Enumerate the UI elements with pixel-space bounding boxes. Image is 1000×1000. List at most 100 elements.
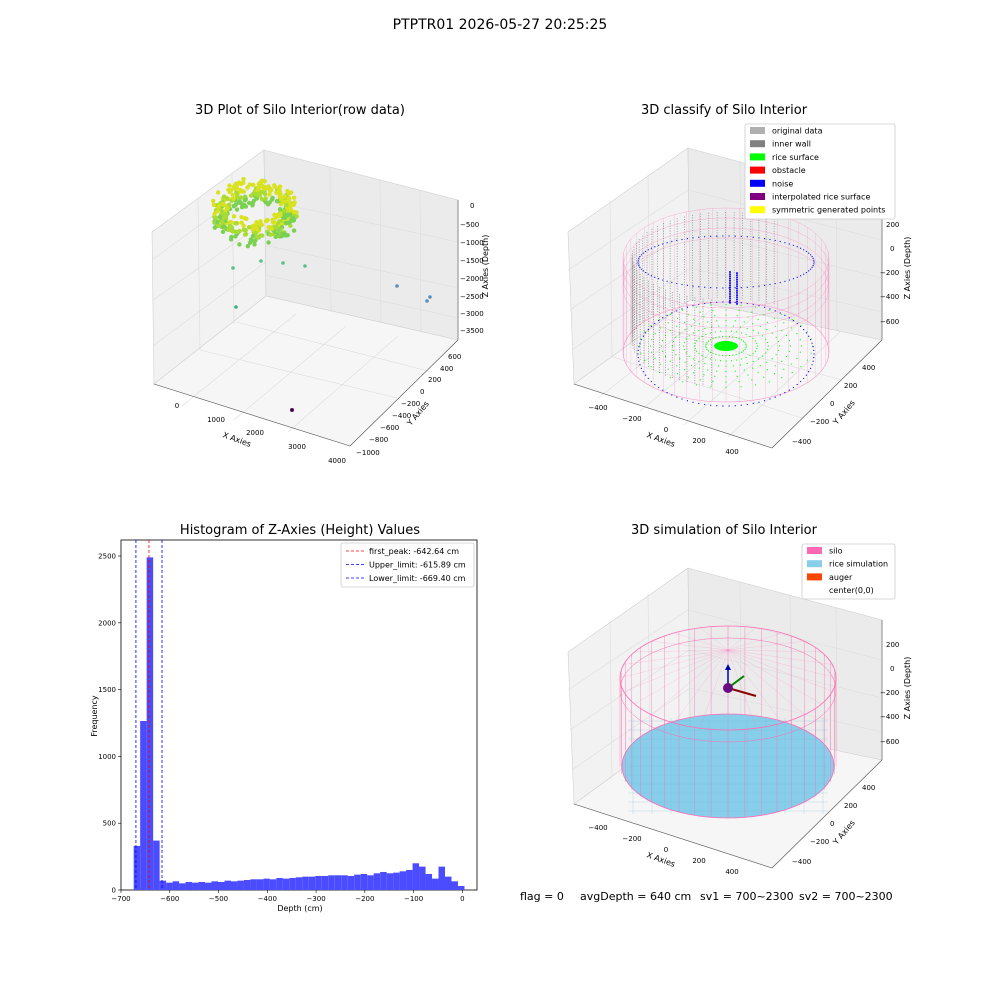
rice-surface-point [718, 336, 720, 338]
noise-point [729, 277, 731, 280]
rice-surface-point [730, 360, 733, 362]
noise-point [788, 279, 790, 281]
noise-point [704, 286, 706, 288]
rice-surface-point [701, 335, 703, 337]
raw-y-tick: −600 [380, 424, 399, 432]
noise-point [736, 276, 738, 279]
raw-z-tick: −3000 [460, 310, 484, 318]
simulation-y-tick: 200 [844, 802, 857, 810]
raw-x-tick: 4000 [328, 457, 346, 465]
rice-surface-point [725, 360, 727, 362]
noise-point [784, 392, 786, 394]
noise-point [774, 239, 776, 242]
noise-point [647, 328, 649, 331]
rice-surface-point [651, 339, 653, 341]
noise-point [736, 300, 738, 303]
raw-point [267, 192, 272, 197]
rice-surface-point [736, 375, 738, 377]
rice-surface-point [800, 345, 803, 347]
rice-surface-point [759, 364, 761, 367]
raw-point [263, 196, 268, 201]
raw-plot-title: 3D Plot of Silo Interior(row data) [195, 103, 405, 118]
histogram-bar [393, 872, 400, 890]
rice-surface-point [745, 333, 747, 336]
histogram-bar [354, 874, 361, 890]
raw-point [291, 228, 297, 233]
histogram-bar [360, 873, 368, 890]
rice-surface-point [699, 311, 701, 313]
rice-surface-point [685, 352, 687, 354]
simulation-y-tick: −200 [810, 838, 829, 846]
raw-point [294, 214, 299, 219]
noise-point [792, 278, 795, 280]
rice-surface-point [754, 384, 757, 386]
rice-surface-point [705, 345, 707, 347]
raw-point [248, 237, 254, 242]
rice-surface-point [749, 355, 751, 357]
noise-point [640, 268, 643, 270]
histogram-bar [276, 877, 283, 890]
silo-roof-line [634, 649, 729, 653]
rice-surface-point [712, 309, 714, 312]
noise-point [812, 346, 814, 348]
histogram-bar [425, 873, 433, 890]
rice-surface-point [694, 342, 696, 345]
rice-surface-point [703, 374, 705, 376]
classify-x-label: X Axies [645, 430, 676, 449]
raw-point [250, 233, 256, 239]
rice-surface-point [771, 332, 773, 334]
rice-surface-point [714, 375, 716, 377]
simulation-z-tick: −600 [880, 738, 899, 746]
raw-point [243, 197, 248, 202]
rice-surface-point [691, 364, 693, 367]
rice-surface-point [676, 325, 678, 327]
rice-surface-point [710, 386, 712, 388]
raw-point [228, 219, 233, 225]
histogram-bar [302, 876, 309, 890]
rice-surface-point [725, 309, 727, 311]
classify-z-label: Z Axies (Depth) [903, 237, 912, 300]
rice-surface-point [775, 336, 777, 338]
rice-surface-point [710, 304, 712, 306]
raw-point [262, 191, 268, 197]
histogram-bar [211, 881, 218, 890]
noise-point [803, 249, 805, 251]
rice-surface-point [712, 337, 714, 340]
noise-point [657, 319, 660, 322]
noise-point [769, 238, 771, 241]
simulation-z-label: Z Axies (Depth) [903, 657, 912, 720]
rice-surface-point [692, 332, 695, 334]
noise-point [758, 285, 760, 287]
rice-surface-point [768, 381, 770, 383]
histogram-bar [192, 882, 199, 890]
histogram-y-tick: 500 [103, 820, 116, 828]
noise-point [774, 396, 776, 398]
noise-point [642, 371, 644, 373]
rice-surface-point [716, 320, 718, 322]
raw-point [221, 194, 227, 199]
rice-surface-point [691, 325, 693, 328]
histogram-title: Histogram of Z-Axies (Height) Values [179, 523, 421, 538]
noise-point [779, 312, 781, 314]
rice-surface-point [756, 345, 758, 347]
noise-point [729, 279, 731, 282]
noise-point [640, 339, 643, 341]
rice-surface-point [669, 313, 672, 315]
raw-point [277, 184, 283, 189]
raw-point [248, 193, 254, 198]
rice-surface-point [790, 327, 792, 329]
raw-point [237, 242, 242, 247]
noise-point [637, 353, 639, 355]
histogram-bar [224, 880, 231, 890]
legend-label: inner wall [772, 140, 811, 149]
rice-surface-point [718, 325, 720, 327]
rice-surface-point [692, 358, 695, 360]
noise-point [729, 273, 731, 276]
raw-point [241, 223, 246, 229]
noise-point [734, 301, 736, 303]
noise-point [746, 302, 748, 305]
raw-point [288, 223, 293, 229]
raw-y-tick: 600 [448, 353, 461, 361]
rice-surface-point [669, 330, 671, 332]
histogram-bar [321, 875, 329, 890]
